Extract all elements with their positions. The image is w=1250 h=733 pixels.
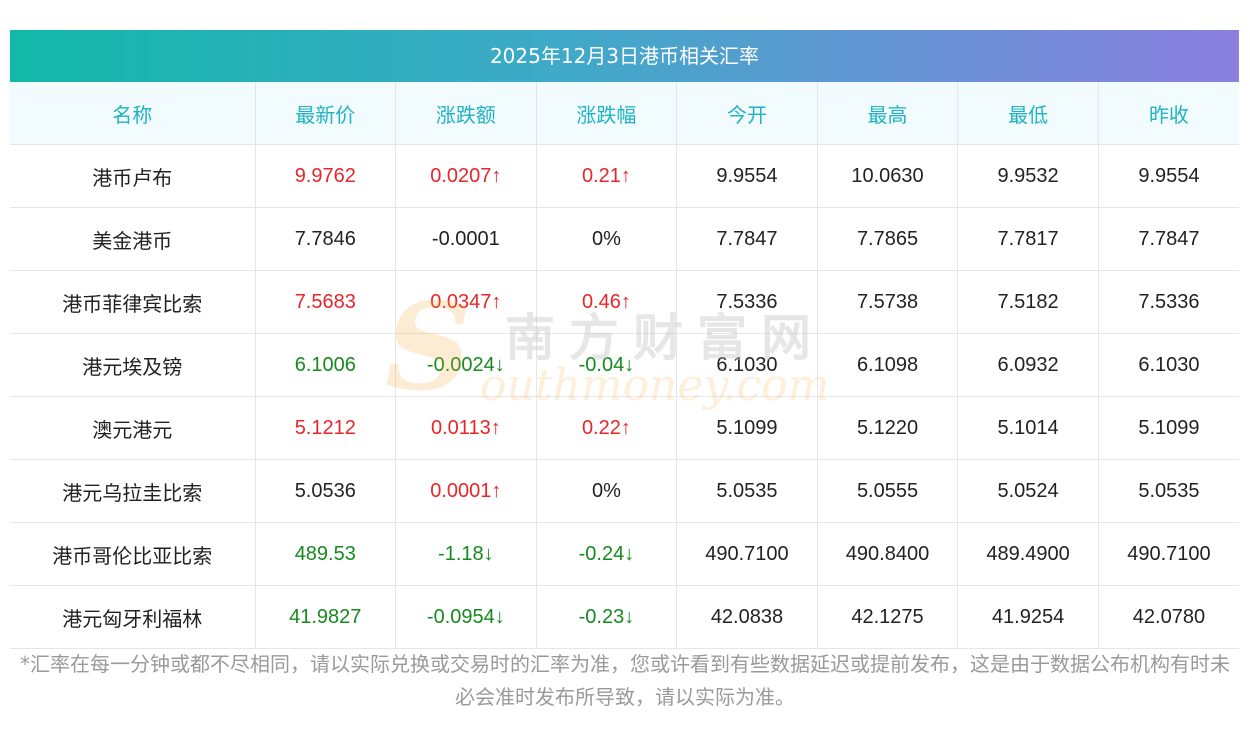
row-high: 7.7865	[817, 207, 959, 271]
row-change-pct: 0.46↑	[536, 270, 678, 334]
header-low: 最低	[957, 82, 1099, 145]
table-row: 港元乌拉圭比索 5.0536 0.0001↑ 0% 5.0535 5.0555 5.0524…	[10, 459, 1239, 523]
row-name: 港元埃及镑	[10, 333, 256, 397]
row-latest: 6.1006	[255, 333, 397, 397]
header-name: 名称	[10, 82, 256, 145]
table-row: 港币卢布 9.9762 0.0207↑ 0.21↑ 9.9554 10.0630 9.953…	[10, 144, 1239, 208]
row-prev-close: 5.1099	[1098, 396, 1239, 460]
row-low: 6.0932	[957, 333, 1099, 397]
row-name: 澳元港元	[10, 396, 256, 460]
disclaimer-note: *汇率在每一分钟或都不尽相同，请以实际兑换或交易时的汇率为准，您或许看到有些数据…	[20, 652, 1230, 709]
row-open: 6.1030	[676, 333, 818, 397]
row-latest: 5.1212	[255, 396, 397, 460]
row-prev-close: 7.5336	[1098, 270, 1239, 334]
row-latest: 9.9762	[255, 144, 397, 208]
row-name: 港元乌拉圭比索	[10, 459, 256, 523]
table-row: 港元匈牙利福林 41.9827 -0.0954↓ -0.23↓ 42.0838 42.12…	[10, 585, 1239, 649]
table-row: 港币菲律宾比索 7.5683 0.0347↑ 0.46↑ 7.5336 7.5738 7.5…	[10, 270, 1239, 334]
table-row: 澳元港元 5.1212 0.0113↑ 0.22↑ 5.1099 5.1220 5.1014…	[10, 396, 1239, 460]
row-open: 9.9554	[676, 144, 818, 208]
row-name: 港元匈牙利福林	[10, 585, 256, 649]
row-change: -0.0954↓	[395, 585, 537, 649]
row-name: 美金港币	[10, 207, 256, 271]
row-high: 6.1098	[817, 333, 959, 397]
row-prev-close: 7.7847	[1098, 207, 1239, 271]
table-row: 美金港币 7.7846 -0.0001 0% 7.7847 7.7865 7.7817 7.7…	[10, 207, 1239, 271]
row-low: 7.7817	[957, 207, 1099, 271]
header-open: 今开	[676, 82, 818, 145]
row-prev-close: 5.0535	[1098, 459, 1239, 523]
row-latest: 7.5683	[255, 270, 397, 334]
row-high: 7.5738	[817, 270, 959, 334]
header-row: 名称 最新价 涨跌额 涨跌幅 今开 最高 最低 昨收	[10, 82, 1239, 145]
row-latest: 489.53	[255, 522, 397, 586]
row-change-pct: 0.22↑	[536, 396, 678, 460]
row-prev-close: 9.9554	[1098, 144, 1239, 208]
header-change-pct: 涨跌幅	[536, 82, 678, 145]
exchange-rate-table: 名称 最新价 涨跌额 涨跌幅 今开 最高 最低 昨收 港币卢布 9.9762 0.0…	[10, 82, 1239, 649]
row-name: 港币菲律宾比索	[10, 270, 256, 334]
row-latest: 5.0536	[255, 459, 397, 523]
table-row: 港币哥伦比亚比索 489.53 -1.18↓ -0.24↓ 490.7100 490.84…	[10, 522, 1239, 586]
row-open: 7.7847	[676, 207, 818, 271]
row-change: -1.18↓	[395, 522, 537, 586]
row-low: 7.5182	[957, 270, 1099, 334]
row-name: 港币哥伦比亚比索	[10, 522, 256, 586]
row-low: 5.0524	[957, 459, 1099, 523]
row-open: 42.0838	[676, 585, 818, 649]
row-change: 0.0001↑	[395, 459, 537, 523]
row-high: 490.8400	[817, 522, 959, 586]
row-high: 5.0555	[817, 459, 959, 523]
row-latest: 41.9827	[255, 585, 397, 649]
row-change-pct: 0%	[536, 459, 678, 523]
row-prev-close: 490.7100	[1098, 522, 1239, 586]
table-title: 2025年12月3日港币相关汇率	[10, 30, 1239, 82]
row-change-pct: 0%	[536, 207, 678, 271]
header-change: 涨跌额	[395, 82, 537, 145]
table-row: 港元埃及镑 6.1006 -0.0024↓ -0.04↓ 6.1030 6.1098 6.0…	[10, 333, 1239, 397]
row-change: -0.0024↓	[395, 333, 537, 397]
row-name: 港币卢布	[10, 144, 256, 208]
row-open: 7.5336	[676, 270, 818, 334]
rate-table-container: 2025年12月3日港币相关汇率 名称 最新价 涨跌额 涨跌幅 今开 最高 最低…	[10, 30, 1239, 649]
row-change: 0.0207↑	[395, 144, 537, 208]
row-change-pct: 0.21↑	[536, 144, 678, 208]
row-change-pct: -0.24↓	[536, 522, 678, 586]
row-change-pct: -0.04↓	[536, 333, 678, 397]
row-high: 5.1220	[817, 396, 959, 460]
row-latest: 7.7846	[255, 207, 397, 271]
header-prev-close: 昨收	[1098, 82, 1239, 145]
row-open: 5.0535	[676, 459, 818, 523]
row-low: 9.9532	[957, 144, 1099, 208]
row-change-pct: -0.23↓	[536, 585, 678, 649]
row-high: 10.0630	[817, 144, 959, 208]
row-change: 0.0347↑	[395, 270, 537, 334]
header-latest: 最新价	[255, 82, 397, 145]
row-change: -0.0001	[395, 207, 537, 271]
row-prev-close: 6.1030	[1098, 333, 1239, 397]
row-open: 5.1099	[676, 396, 818, 460]
row-low: 41.9254	[957, 585, 1099, 649]
row-prev-close: 42.0780	[1098, 585, 1239, 649]
row-high: 42.1275	[817, 585, 959, 649]
row-change: 0.0113↑	[395, 396, 537, 460]
row-open: 490.7100	[676, 522, 818, 586]
row-low: 5.1014	[957, 396, 1099, 460]
header-high: 最高	[817, 82, 959, 145]
row-low: 489.4900	[957, 522, 1099, 586]
